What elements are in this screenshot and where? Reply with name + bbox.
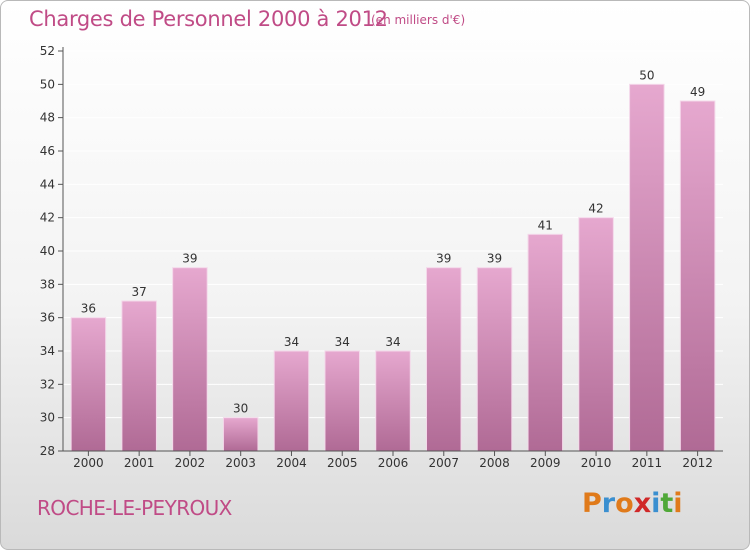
bar-value-label: 39 <box>436 252 451 266</box>
y-tick-label: 30 <box>40 411 55 425</box>
x-tick-label: 2005 <box>327 456 358 470</box>
x-tick-label: 2002 <box>175 456 206 470</box>
bar-2002 <box>172 267 208 452</box>
x-tick-label: 2000 <box>73 456 104 470</box>
y-tick-label: 46 <box>40 144 55 158</box>
logo-letter: o <box>615 488 634 519</box>
place-name: ROCHE-LE-PEYROUX <box>37 496 232 520</box>
bar-2012 <box>679 100 716 452</box>
y-tick-label: 34 <box>40 344 55 358</box>
bar-value-label: 39 <box>182 252 197 266</box>
y-tick-label: 44 <box>40 177 55 191</box>
bars <box>70 83 716 452</box>
chart-title: Charges de Personnel 2000 à 2012 <box>29 7 388 31</box>
bar-value-label: 41 <box>538 218 553 232</box>
bar-2001 <box>121 300 157 452</box>
bar-2003 <box>222 417 259 452</box>
x-tick-label: 2007 <box>428 456 459 470</box>
x-tick-label: 2008 <box>479 456 510 470</box>
x-tick-label: 2012 <box>682 456 713 470</box>
bar-2010 <box>578 217 614 452</box>
y-tick-label: 36 <box>40 311 55 325</box>
logo-letter: P <box>582 488 602 519</box>
proxiti-logo: Proxiti <box>582 488 683 519</box>
bar-2004 <box>273 350 310 452</box>
logo-letter: i <box>651 488 661 519</box>
y-tick-label: 38 <box>40 277 55 291</box>
y-tick-label: 28 <box>40 444 55 458</box>
bar-value-label: 42 <box>588 202 603 216</box>
y-tick-label: 42 <box>40 211 55 225</box>
bar-value-label: 34 <box>385 335 400 349</box>
y-tick-label: 48 <box>40 111 55 125</box>
bar-2006 <box>375 350 411 452</box>
labels: 28 30 32 34 36 38 40 42 44 46 48 50 52 36 2000 37 2001 39… <box>40 44 713 470</box>
bar-value-label: 37 <box>132 285 147 299</box>
bar-value-label: 34 <box>335 335 350 349</box>
x-tick-label: 2009 <box>530 456 561 470</box>
bar-value-label: 34 <box>284 335 299 349</box>
bar-value-label: 36 <box>81 302 96 316</box>
logo-letter: t <box>660 488 674 519</box>
logo-letter: x <box>633 488 652 519</box>
bar-value-label: 39 <box>487 252 502 266</box>
x-tick-label: 2004 <box>276 456 307 470</box>
bar-value-label: 50 <box>639 68 654 82</box>
bar-2000 <box>70 317 107 452</box>
bar-2005 <box>324 350 360 452</box>
axes <box>58 47 723 456</box>
bar-value-label: 30 <box>233 402 248 416</box>
bar-2011 <box>629 83 665 452</box>
x-tick-label: 2003 <box>225 456 256 470</box>
y-tick-label: 50 <box>40 77 55 91</box>
y-tick-label: 40 <box>40 244 55 258</box>
x-tick-label: 2006 <box>378 456 409 470</box>
y-tick-label: 52 <box>40 44 55 58</box>
x-tick-label: 2010 <box>581 456 612 470</box>
bar-2008 <box>476 267 513 452</box>
bar-2007 <box>426 267 462 452</box>
chart-subtitle: (en milliers d'€) <box>371 13 466 27</box>
x-tick-label: 2001 <box>124 456 155 470</box>
logo-letter: i <box>673 488 683 519</box>
x-tick-label: 2011 <box>632 456 663 470</box>
bar-2009 <box>527 233 564 452</box>
logo-letter: r <box>601 488 616 519</box>
y-tick-label: 32 <box>40 377 55 391</box>
bar-value-label: 49 <box>690 85 705 99</box>
